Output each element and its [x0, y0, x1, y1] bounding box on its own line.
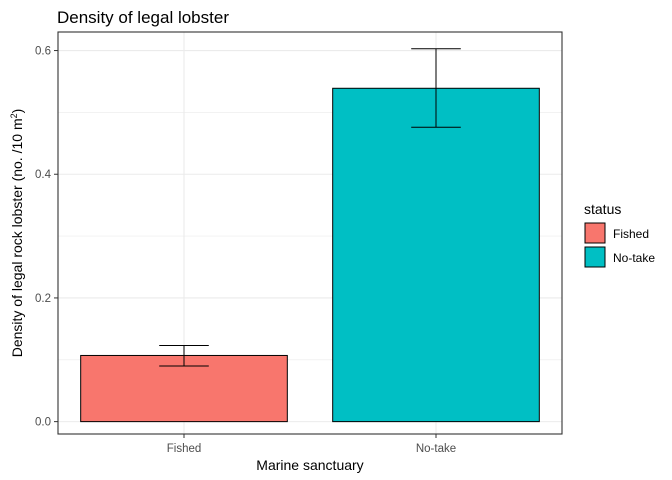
y-tick-label: 0.4 — [35, 169, 52, 181]
x-axis-title: Marine sanctuary — [256, 457, 363, 473]
error-bar-no-take — [411, 48, 461, 128]
bar-no-take — [332, 87, 540, 423]
legend-title: status — [584, 201, 621, 217]
y-axis: 0.0 0.2 0.4 0.6 — [35, 46, 58, 429]
legend-label-no-take: No-take — [613, 251, 655, 265]
legend: status Fished No-take — [584, 201, 655, 268]
bars — [80, 87, 540, 423]
legend-key-no-take — [584, 246, 606, 268]
y-tick-label: 0.0 — [35, 417, 51, 429]
legend-key-fished — [584, 222, 606, 244]
y-tick-label: 0.2 — [35, 293, 51, 305]
x-tick-label: No-take — [416, 443, 456, 455]
y-axis-title: Density of legal rock lobster (no. /10 m… — [9, 109, 25, 358]
error-bars — [159, 48, 461, 367]
legend-label-fished: Fished — [613, 227, 649, 241]
x-tick-label: Fished — [167, 443, 202, 455]
plot-panel — [57, 31, 563, 435]
y-axis-title-end: ) — [9, 109, 25, 114]
panel-border — [57, 31, 563, 435]
chart-title: Density of legal lobster — [57, 8, 229, 27]
y-axis-title-superscript: 2 — [9, 113, 19, 118]
error-bar-fished — [159, 345, 209, 367]
y-axis-title-main: Density of legal rock lobster (no. /10 m — [9, 118, 25, 357]
x-axis: Fished No-take — [167, 434, 456, 455]
bar-fished — [80, 354, 288, 423]
y-tick-label: 0.6 — [35, 46, 51, 58]
